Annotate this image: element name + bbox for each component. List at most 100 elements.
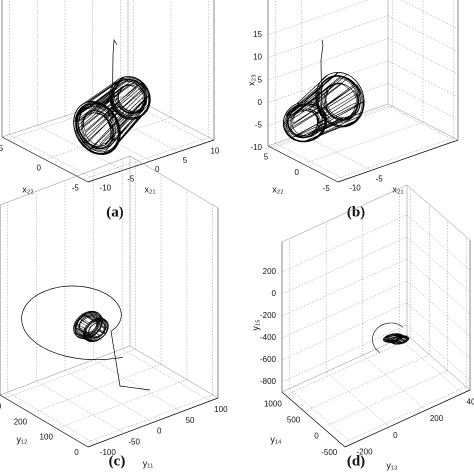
y-tick-label: 1000: [264, 399, 282, 408]
z-tick-label: -5: [255, 121, 263, 130]
z-tick-label: 5: [258, 75, 263, 84]
x-tick-label: 0: [157, 427, 162, 436]
grid-line: [387, 60, 459, 98]
x-axis-label: y₁₃: [386, 460, 398, 470]
grid-line: [281, 302, 408, 361]
panel-label: (c): [109, 453, 126, 469]
y-tick-label: 500: [287, 416, 301, 425]
z-axis-label: x₂₃: [246, 74, 256, 86]
x-tick-label: 0: [393, 431, 398, 440]
grid-line: [5, 348, 136, 399]
box-edge: [281, 334, 408, 393]
box-edge: [129, 155, 219, 209]
y-tick-label: 5: [0, 144, 4, 153]
y-tick-label: 5: [264, 152, 269, 161]
y-tick-label: 100: [40, 433, 54, 442]
y-tick-label: -5: [323, 184, 331, 193]
x-tick-label: 50: [186, 416, 195, 425]
grid-line: [304, 354, 430, 412]
y-axis-label: y₁₂: [16, 434, 28, 444]
panel-label: (d): [347, 453, 365, 469]
grid-line: [7, 97, 134, 140]
trajectory: [282, 71, 365, 143]
box-edge: [344, 389, 471, 448]
box-edge: [129, 345, 219, 399]
grid-line: [122, 348, 211, 402]
box-edge: [406, 334, 471, 391]
y-tick-label: 0: [314, 432, 319, 441]
grid-line: [387, 105, 459, 143]
y-axis-label: x₂₂: [272, 184, 284, 194]
grid-line: [289, 388, 353, 444]
grid-line: [281, 324, 408, 383]
grid-line: [326, 371, 390, 428]
trajectory: [110, 331, 151, 391]
y-tick-label: 0: [295, 168, 300, 177]
grid-line: [387, 37, 459, 75]
z-tick-label: 15: [253, 30, 262, 39]
grid-line: [281, 236, 408, 295]
z-tick-label: -200: [260, 311, 277, 320]
y-axis-label: x₂₂: [22, 184, 34, 194]
grid-line: [267, 37, 389, 81]
z-tick-label: -10: [250, 143, 262, 152]
trajectory: [382, 333, 410, 345]
grid-line: [301, 134, 372, 171]
grid-line: [82, 137, 209, 180]
grid-line: [56, 379, 187, 429]
grid-line: [93, 359, 182, 412]
grid-line: [267, 0, 369, 36]
x-tick-label: -200: [357, 448, 374, 457]
grid-line: [341, 386, 467, 444]
z-tick-label: -600: [260, 355, 277, 364]
trajectory: [73, 76, 151, 155]
grid-line: [302, 121, 424, 165]
grid-line: [399, 338, 463, 394]
y-axis-label: y₁₄: [270, 434, 282, 444]
grid-line: [406, 258, 471, 315]
grid-line: [92, 106, 179, 152]
box-edge: [406, 184, 471, 241]
x-tick-label: -100: [100, 448, 117, 457]
z-tick-label: 0: [258, 98, 263, 107]
x-tick-label: -5: [376, 174, 384, 183]
grid-line: [281, 280, 408, 339]
grid-line: [7, 391, 96, 445]
box-edge: [337, 139, 459, 183]
box-edge: [281, 184, 408, 243]
trajectory: [372, 322, 403, 354]
grid-line: [9, 134, 96, 180]
grid-line: [406, 280, 471, 337]
y-tick-label: 0: [37, 164, 42, 173]
z-tick-label: -400: [260, 333, 277, 342]
panel-label: (a): [106, 204, 124, 220]
z-tick-label: 200: [263, 267, 277, 276]
grid-line: [285, 338, 411, 396]
x-tick-label: -5: [127, 174, 135, 183]
grid-line: [406, 214, 471, 271]
x-tick-label: 10: [210, 147, 219, 156]
z-tick-label: 0: [272, 289, 277, 298]
grid-line: [333, 137, 454, 181]
x-tick-label: -50: [128, 437, 140, 446]
z-tick-label: -800: [260, 377, 277, 386]
x-tick-label: 200: [430, 414, 444, 423]
grid-line: [322, 370, 448, 428]
grid-line: [267, 15, 389, 58]
grid-line: [272, 105, 393, 149]
trajectory: [73, 310, 109, 343]
grid-line: [406, 302, 471, 359]
x-tick-label: -10: [349, 184, 361, 193]
grid-line: [36, 381, 125, 434]
x-tick-label: -10: [100, 184, 112, 193]
grid-line: [44, 117, 172, 160]
grid-line: [120, 97, 207, 143]
x-axis-label: y₁₁: [143, 458, 154, 468]
grid-line: [401, 0, 459, 30]
y-tick-label: 300: [0, 402, 2, 411]
grid-line: [31, 364, 162, 414]
trajectory: [21, 285, 124, 361]
x-tick-label: 100: [214, 405, 228, 414]
x-tick-label: 0: [155, 165, 160, 174]
